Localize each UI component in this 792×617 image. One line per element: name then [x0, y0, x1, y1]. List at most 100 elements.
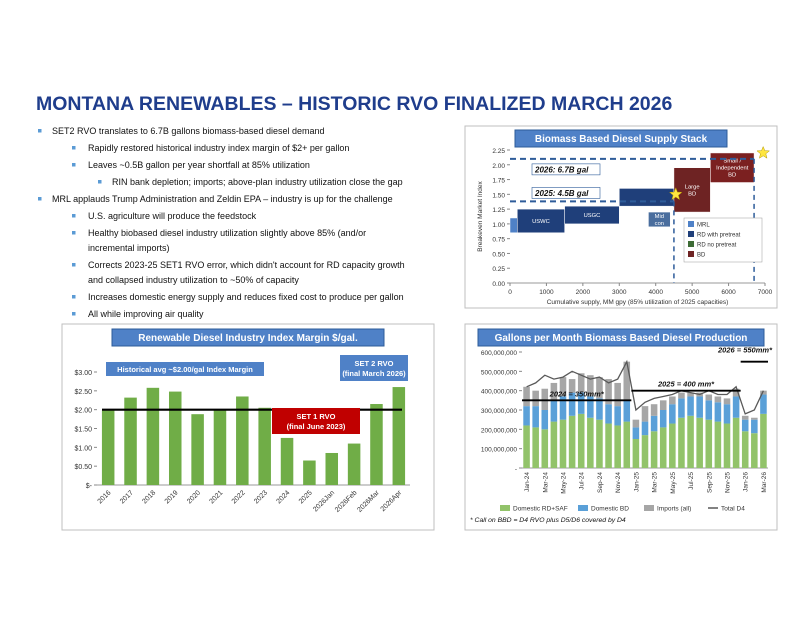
target-label: 2025 = 400 mm* — [657, 380, 715, 389]
bar-segment — [577, 373, 585, 393]
block-label: Small / — [723, 159, 741, 165]
annotation-box — [272, 408, 360, 434]
bar-segment — [751, 419, 758, 434]
bar-segment — [541, 410, 549, 430]
x-tick-label: 2000 — [576, 289, 591, 296]
bar-segment — [559, 419, 567, 468]
block-label: Independent — [716, 166, 749, 172]
y-axis-label: Breakeven Market Index — [477, 181, 484, 252]
bar-segment — [523, 406, 530, 426]
y-tick-label: 0.50 — [492, 251, 505, 258]
bar-segment — [614, 382, 621, 407]
total-line — [526, 359, 764, 415]
bar — [325, 452, 339, 485]
bar-segment — [559, 396, 567, 420]
supply-block — [673, 167, 711, 213]
x-tick-label: Nov-24 — [615, 472, 622, 493]
bar-segment — [687, 392, 694, 397]
bar-segment — [732, 388, 740, 397]
chart-title: Biomass Based Diesel Supply Stack — [535, 134, 708, 145]
y-tick-label: 1.50 — [492, 192, 505, 199]
bar-segment — [751, 433, 758, 468]
bar — [146, 387, 160, 485]
bullet-text: Leaves ~0.5B gallon per year shortfall a… — [88, 160, 310, 170]
bullet-marker — [72, 214, 76, 218]
y-tick-label: 300,000,000 — [481, 408, 518, 415]
chart-header — [514, 129, 728, 148]
bullet-text: Increases domestic energy supply and red… — [88, 292, 404, 302]
bar-segment — [705, 400, 713, 420]
y-tick-label: 1.75 — [492, 178, 505, 185]
bar — [101, 410, 115, 485]
bar-segment — [659, 400, 667, 410]
legend-label: MRL — [697, 223, 710, 229]
y-tick-label: 0.25 — [492, 266, 505, 273]
x-tick-label: 6000 — [721, 289, 736, 296]
x-tick-label: Jan-25 — [633, 472, 640, 492]
supply-block — [619, 188, 675, 207]
bar-segment — [596, 377, 603, 399]
legend-swatch — [688, 231, 694, 237]
bar-segment — [605, 404, 612, 424]
bar-segment — [687, 415, 694, 468]
bar-segment — [723, 423, 731, 468]
y-tick-label: $3.00 — [74, 370, 92, 377]
block-label: BD — [728, 173, 736, 179]
y-tick-label: 1.25 — [492, 207, 505, 214]
bar-segment — [559, 377, 567, 397]
x-tick-label: Mar-26 — [761, 472, 768, 493]
bar-segment — [596, 398, 603, 420]
bar — [303, 460, 316, 485]
legend-swatch — [688, 221, 694, 227]
legend-label: BD — [697, 253, 706, 259]
bar-segment — [577, 392, 585, 414]
bar — [347, 443, 361, 485]
bar-segment — [732, 417, 740, 468]
legend-label: Imports (all) — [657, 506, 691, 513]
y-tick-label: 1.00 — [492, 222, 505, 229]
x-tick-label: May-25 — [670, 472, 677, 494]
bullet-text: All while improving air quality — [88, 309, 204, 319]
bar — [280, 437, 294, 485]
bar-segment — [760, 394, 767, 414]
bar-segment — [723, 398, 731, 405]
bar-segment — [641, 421, 649, 436]
bar-segment — [623, 400, 631, 422]
annotation-text: (final June 2023) — [287, 422, 346, 431]
legend-label: Domestic BD — [591, 506, 629, 513]
block-label: BD — [688, 191, 696, 197]
legend-label: Total D4 — [721, 506, 745, 513]
bar-segment — [705, 394, 713, 401]
bar-segment — [678, 417, 685, 468]
legend-swatch — [578, 505, 588, 511]
chart-header — [477, 328, 765, 347]
slide-title: MONTANA RENEWABLES – HISTORIC RVO FINALI… — [36, 93, 672, 115]
bar-segment — [741, 419, 749, 432]
legend-label: RD no pretreat — [697, 243, 737, 249]
y-tick-label: 2.00 — [492, 163, 505, 170]
bar — [370, 404, 383, 485]
x-tick-label: Mar-24 — [542, 472, 549, 493]
y-tick-label: 200,000,000 — [481, 427, 518, 434]
bullet-marker — [72, 295, 76, 299]
bar — [392, 387, 406, 485]
bar — [124, 397, 137, 485]
bar-segment — [568, 415, 576, 468]
supply-block — [509, 217, 518, 234]
bar-segment — [541, 429, 549, 468]
reference-label-box — [531, 163, 601, 176]
bar-segment — [751, 417, 758, 420]
legend-label: Domestic RD+SAF — [513, 506, 568, 513]
bar-segment — [678, 392, 685, 399]
bar-segment — [669, 396, 676, 405]
y-tick-label: 0.75 — [492, 237, 505, 244]
bullet-marker — [72, 163, 76, 167]
x-tick-label: Nov-25 — [725, 472, 732, 493]
bullet-text: Corrects 2023-25 SET1 RVO error, which d… — [88, 260, 405, 270]
legend-swatch — [500, 505, 510, 511]
block-label: Mid — [655, 214, 664, 220]
bullet-text: incremental imports) — [88, 243, 170, 253]
bullet-marker — [72, 263, 76, 267]
bar-segment — [732, 396, 740, 418]
x-axis-label: Cumulative supply, MM gpy (85% utilizati… — [547, 299, 729, 306]
